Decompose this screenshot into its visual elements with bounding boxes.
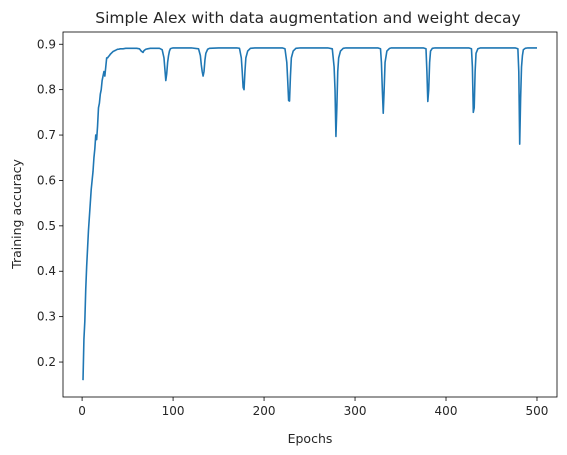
y-tick-label: 0.8 [37, 83, 56, 97]
x-tick-label: 0 [78, 404, 86, 418]
y-tick-label: 0.5 [37, 219, 56, 233]
x-axis-label: Epochs [288, 431, 333, 446]
chart-title: Simple Alex with data augmentation and w… [95, 9, 520, 27]
y-tick-label: 0.4 [37, 264, 56, 278]
plot-frame [62, 31, 558, 398]
plot-area [63, 32, 557, 397]
y-tick-label: 0.6 [37, 173, 56, 187]
y-axis-ticks: 0.2 0.3 0.4 0.5 0.6 0.7 0.8 0.9 [37, 37, 63, 369]
x-tick-label: 400 [435, 404, 458, 418]
y-tick-label: 0.2 [37, 355, 56, 369]
x-tick-label: 500 [526, 404, 549, 418]
x-tick-label: 200 [253, 404, 276, 418]
y-tick-label: 0.7 [37, 128, 56, 142]
y-tick-label: 0.9 [37, 37, 56, 51]
y-tick-label: 0.3 [37, 310, 56, 324]
x-axis-ticks: 0 100 200 300 400 500 [78, 397, 548, 418]
series-line-training-accuracy [82, 47, 537, 381]
x-tick-label: 300 [344, 404, 367, 418]
x-tick-label: 100 [162, 404, 185, 418]
y-axis-label: Training accuracy [9, 159, 24, 270]
